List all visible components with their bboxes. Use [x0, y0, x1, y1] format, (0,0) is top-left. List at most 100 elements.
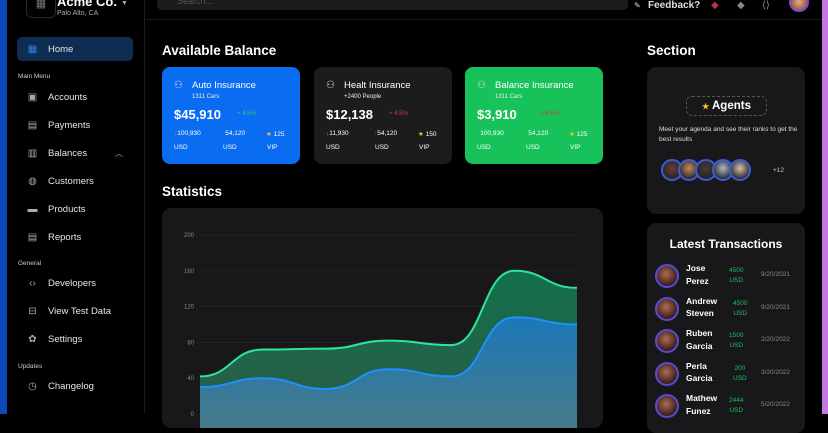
stat-value: 54,120: [377, 130, 397, 137]
user-avatar[interactable]: [789, 0, 809, 12]
left-edge: [0, 0, 7, 414]
feedback-icon: ✎: [634, 0, 641, 12]
sidebar-item[interactable]: ⊟View Test Data: [17, 299, 133, 323]
first-name: Jose: [686, 263, 705, 273]
currency: USD: [729, 277, 743, 284]
stat-value: 100,930: [177, 130, 201, 137]
stat-unit: VIP: [419, 144, 429, 151]
balance-card[interactable]: ⚇ Auto Insurance 1311 Cars $45,910 + 4.5…: [162, 67, 300, 164]
github-icon[interactable]: ⟨⟩: [762, 0, 770, 12]
sidebar-item-label: Balances: [48, 148, 87, 159]
agent-avatar[interactable]: [729, 159, 751, 181]
first-name: Andrew: [686, 296, 717, 306]
balance-icon: ▥: [27, 148, 38, 159]
agents-badge[interactable]: ★ Agents: [686, 96, 767, 116]
y-tick-label: 120: [184, 305, 195, 311]
agents-label: Agents: [712, 100, 751, 112]
star-icon: ★: [702, 102, 709, 111]
sidebar: ▦ Acme Co. Palo Alto, CA ▼ ▦Home Main Me…: [7, 0, 145, 414]
sidebar-item[interactable]: ▬ Products: [17, 197, 133, 221]
sidebar-item-label: Customers: [48, 176, 94, 187]
y-tick-label: 0: [191, 412, 195, 418]
briefcase-icon: ▬: [27, 204, 38, 215]
sidebar-item[interactable]: ◷Changelog: [17, 374, 133, 398]
chevron-up-icon[interactable]: ︿: [115, 148, 123, 159]
last-name: Steven: [686, 308, 714, 318]
sidebar-item-home[interactable]: ▦Home: [17, 37, 133, 61]
balance-card[interactable]: ⚇ Balance Insurance 1311 Cars $3,910 + 4…: [465, 67, 603, 164]
search-input[interactable]: Search...: [157, 0, 628, 10]
stat-unit: USD: [375, 144, 389, 151]
sidebar-item[interactable]: ✿ Settings: [17, 327, 133, 351]
sidebar-item-label: Home: [48, 44, 73, 55]
stat-unit: USD: [526, 144, 540, 151]
sidebar-item[interactable]: ▤ Reports: [17, 225, 133, 249]
stat-unit: USD: [174, 144, 188, 151]
star-icon: ★: [569, 131, 575, 138]
amount: 2444: [729, 397, 743, 404]
avatar: [655, 329, 679, 353]
amount: 4500: [729, 267, 743, 274]
section-label: Updates: [18, 363, 42, 370]
stat-value: 54,120: [225, 130, 245, 137]
gear-icon: ✿: [27, 334, 38, 345]
card-title: Healt Insurance: [344, 80, 411, 91]
first-name: Perla: [686, 361, 707, 371]
code-icon: ‹›: [27, 278, 38, 289]
sidebar-item-label: Products: [48, 204, 86, 215]
avatar: [655, 394, 679, 418]
y-tick-label: 40: [187, 376, 194, 382]
sidebar-item-label: Settings: [48, 334, 82, 345]
stat-unit: USD: [477, 144, 491, 151]
divider: [146, 19, 822, 20]
first-name: Mathew: [686, 393, 717, 403]
amount: 200: [734, 365, 745, 372]
sidebar-item-label: View Test Data: [48, 306, 111, 317]
feedback-button[interactable]: Feedback?: [648, 0, 700, 12]
sidebar-item-label: Accounts: [48, 92, 87, 103]
sidebar-item[interactable]: ▤Payments: [17, 113, 133, 137]
stat-value: 11,930: [329, 130, 348, 137]
star-icon: ★: [418, 131, 424, 138]
chevron-down-icon[interactable]: ▼: [121, 0, 128, 8]
stat-unit: VIP: [267, 144, 277, 151]
history-icon: ◷: [27, 381, 38, 392]
card-title: Balance Insurance: [495, 80, 574, 91]
report-icon: ▤: [27, 232, 38, 243]
building-icon: ▦: [26, 0, 56, 18]
currency: USD: [733, 310, 747, 317]
card-percent: + 4.5%: [389, 111, 408, 117]
notifications-icon[interactable]: ◆: [711, 0, 719, 12]
star-icon: ★: [266, 131, 272, 138]
card-subtitle: +2400 People: [344, 94, 381, 100]
sidebar-item-label: Reports: [48, 232, 81, 243]
avatar: [655, 264, 679, 288]
sidebar-item-label: Developers: [48, 278, 96, 289]
y-tick-label: 160: [184, 269, 195, 275]
date: 9/20/2021: [761, 304, 790, 311]
stat-value: 125: [577, 131, 588, 138]
last-name: Perez: [686, 276, 709, 286]
date: 3/20/2022: [761, 369, 790, 376]
id-card-icon: ▣: [27, 92, 38, 103]
statistics-title: Statistics: [162, 184, 222, 199]
card-amount: $3,910: [477, 107, 517, 122]
avatar: [655, 297, 679, 321]
date: 2/20/2022: [761, 336, 790, 343]
sidebar-item[interactable]: ◍Customers: [17, 169, 133, 193]
balance-card[interactable]: ⚇ Healt Insurance +2400 People $12,138 +…: [314, 67, 452, 164]
agents-more-count: +12: [773, 167, 784, 174]
card-percent: + 4.5%: [237, 111, 256, 117]
card-subtitle: 1311 Cars: [192, 94, 219, 100]
sidebar-item[interactable]: ▥ Balances ︿: [17, 141, 133, 165]
sidebar-item[interactable]: ▣ Accounts: [17, 85, 133, 109]
sidebar-item[interactable]: ‹› Developers: [17, 271, 133, 295]
last-name: Garcia: [686, 373, 712, 383]
bell-icon[interactable]: ◆: [737, 0, 745, 12]
org-name[interactable]: Acme Co.: [57, 0, 117, 9]
